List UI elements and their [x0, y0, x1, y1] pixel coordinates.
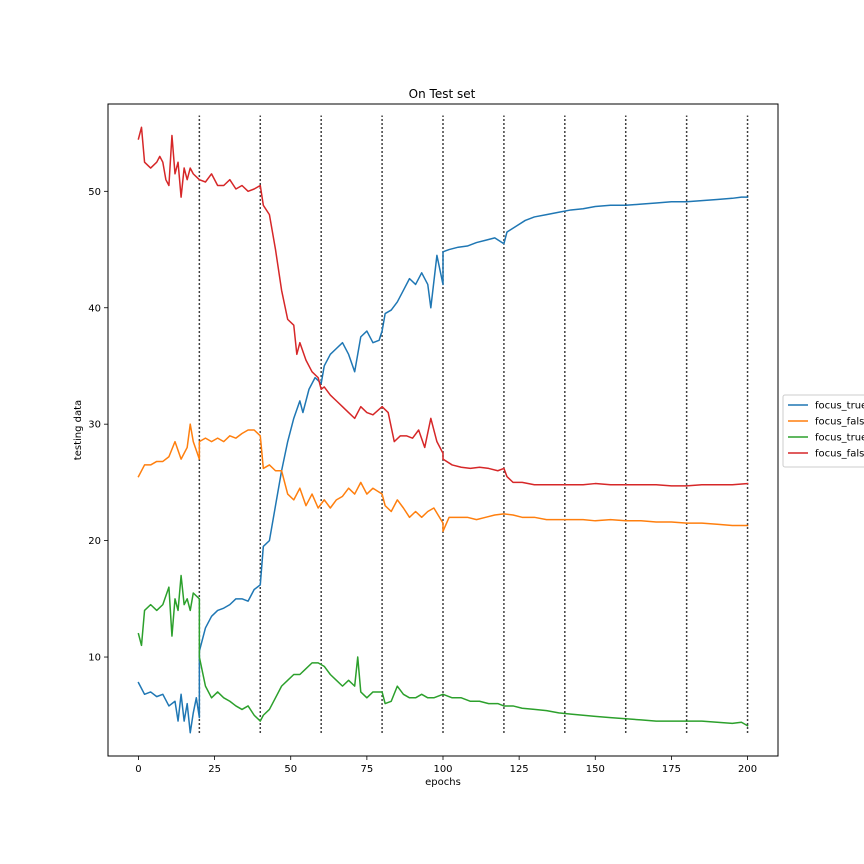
legend: focus_true_pred_true focus_false_pred_tru… [782, 394, 864, 468]
x-tick-label: 125 [510, 764, 529, 775]
x-tick-label: 50 [284, 764, 297, 775]
series-line-focus_false_pred_false [137, 126, 749, 487]
y-tick-label: 40 [88, 303, 101, 314]
y-tick-label: 30 [88, 420, 101, 431]
epoch-markers [198, 115, 749, 733]
x-tick-label: 25 [208, 764, 221, 775]
x-tick-label: 150 [586, 764, 605, 775]
legend-box [782, 394, 864, 468]
legend-label-focus_false_pred_false: focus_false_pred_false [815, 449, 864, 460]
legend-label-focus_true_pred_false: focus_true_pred_false [815, 433, 864, 444]
y-tick-label: 10 [88, 653, 101, 664]
legend-label-focus_false_pred_true: focus_false_pred_true [815, 417, 864, 428]
series-line-focus_true_pred_false [137, 574, 749, 727]
series-lines [137, 126, 749, 734]
y-axis-ticks: 10 20 30 40 50 [88, 187, 108, 664]
y-tick-label: 20 [88, 536, 101, 547]
series-line-focus_true_pred_true [137, 196, 749, 734]
x-tick-label: 0 [135, 764, 141, 775]
y-tick-label: 50 [88, 187, 101, 198]
x-axis-ticks: 0 25 50 75 100 125 150 175 200 [135, 756, 757, 775]
x-tick-label: 175 [662, 764, 681, 775]
legend-label-focus_true_pred_true: focus_true_pred_true [815, 401, 864, 412]
chart-title: On Test set [409, 87, 476, 101]
x-tick-label: 100 [433, 764, 452, 775]
x-axis-label: epochs [425, 777, 461, 788]
series-line-focus_false_pred_true [137, 423, 749, 533]
y-axis-label: testing data [73, 400, 84, 460]
x-tick-label: 75 [360, 764, 373, 775]
x-tick-label: 200 [738, 764, 757, 775]
